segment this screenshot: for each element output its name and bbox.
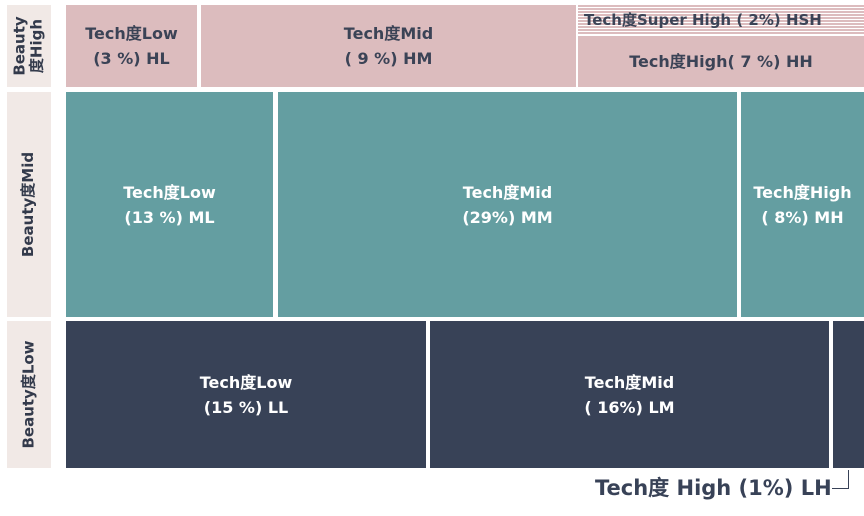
row-label-beauty-high: Beauty 度High bbox=[7, 5, 51, 87]
cell-LH bbox=[833, 321, 864, 468]
cell-MH-line2: ( 8%) MH bbox=[761, 207, 844, 227]
row-label-beauty-low-text: Beauty度Low bbox=[19, 340, 38, 449]
cell-HH: Tech度High( 7 %) HH bbox=[578, 36, 864, 87]
cell-LL: Tech度Low (15 %) LL bbox=[66, 321, 426, 468]
cell-ML-line2: (13 %) ML bbox=[124, 207, 215, 227]
cell-ML-line1: Tech度Low bbox=[123, 182, 216, 202]
row-label-beauty-high-line1: Beauty bbox=[11, 16, 30, 76]
row-label-beauty-mid-text: Beauty度Mid bbox=[19, 151, 38, 258]
cell-LM: Tech度Mid ( 16%) LM bbox=[430, 321, 829, 468]
cell-LL-line1: Tech度Low bbox=[199, 372, 293, 392]
cell-LM-line1: Tech度Mid bbox=[584, 372, 675, 392]
cell-HM-line1: Tech度Mid bbox=[343, 24, 434, 43]
cell-MH: Tech度High ( 8%) MH bbox=[741, 92, 864, 317]
cell-HH-label: Tech度High( 7 %) HH bbox=[629, 52, 813, 71]
cell-HM-line2: ( 9 %) HM bbox=[344, 49, 433, 68]
cell-HL-line2: (3 %) HL bbox=[93, 49, 170, 68]
row-label-beauty-low: Beauty度Low bbox=[7, 321, 51, 468]
cell-LL-line2: (15 %) LL bbox=[203, 397, 289, 417]
cell-HL: Tech度Low (3 %) HL bbox=[66, 5, 197, 87]
cell-HSH-label: Tech度Super High ( 2%) HSH bbox=[584, 11, 822, 29]
cell-ML: Tech度Low (13 %) ML bbox=[66, 92, 273, 317]
cell-HL-line1: Tech度Low bbox=[85, 24, 178, 43]
cell-MH-line1: Tech度High bbox=[753, 182, 852, 202]
cell-MM: Tech度Mid (29%) MM bbox=[278, 92, 737, 317]
row-label-beauty-mid: Beauty度Mid bbox=[7, 92, 51, 317]
row-label-beauty-high-line2: 度High bbox=[28, 18, 47, 74]
cell-HM: Tech度Mid ( 9 %) HM bbox=[201, 5, 576, 87]
cell-LM-line2: ( 16%) LM bbox=[584, 397, 675, 417]
cell-MM-line2: (29%) MM bbox=[462, 207, 553, 227]
cell-MM-line1: Tech度Mid bbox=[462, 182, 553, 202]
cell-LH-leader-line bbox=[832, 470, 849, 489]
cell-HSH: Tech度Super High ( 2%) HSH bbox=[578, 5, 864, 35]
cell-LH-callout: Tech度 High (1%) LH bbox=[595, 476, 832, 500]
